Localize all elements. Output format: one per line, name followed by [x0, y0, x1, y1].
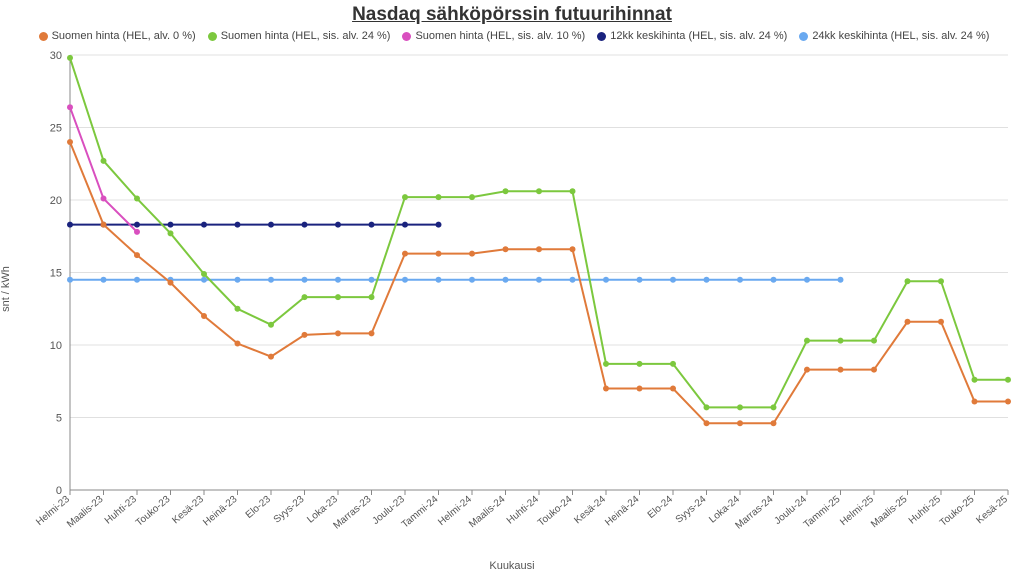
svg-text:20: 20	[50, 195, 62, 207]
svg-text:30: 30	[50, 50, 62, 62]
svg-text:Maalis-24: Maalis-24	[467, 494, 508, 531]
svg-text:Marras-23: Marras-23	[331, 494, 373, 532]
svg-text:Touko-25: Touko-25	[938, 494, 977, 529]
svg-text:Marras-24: Marras-24	[733, 494, 775, 532]
svg-text:Kesä-25: Kesä-25	[974, 494, 1010, 527]
svg-text:Elo-23: Elo-23	[244, 494, 274, 521]
svg-text:10: 10	[50, 340, 62, 352]
svg-text:0: 0	[56, 485, 62, 497]
svg-text:Touko-23: Touko-23	[134, 494, 173, 529]
svg-text:Kesä-23: Kesä-23	[170, 494, 206, 527]
svg-text:Heinä-24: Heinä-24	[603, 494, 641, 529]
svg-text:Syys-24: Syys-24	[674, 494, 709, 526]
svg-text:15: 15	[50, 268, 62, 280]
svg-text:25: 25	[50, 123, 62, 135]
svg-text:Maalis-25: Maalis-25	[869, 494, 910, 531]
chart-svg: 051015202530Helmi-23Maalis-23Huhti-23Tou…	[0, 0, 1024, 578]
svg-text:Kesä-24: Kesä-24	[572, 494, 608, 527]
svg-text:Touko-24: Touko-24	[536, 494, 575, 529]
svg-text:Tammi-24: Tammi-24	[400, 494, 441, 531]
svg-text:Heinä-23: Heinä-23	[201, 494, 239, 529]
svg-text:Syys-23: Syys-23	[272, 494, 307, 526]
svg-text:5: 5	[56, 413, 62, 425]
svg-text:Maalis-23: Maalis-23	[65, 494, 106, 531]
svg-text:Tammi-25: Tammi-25	[802, 494, 843, 531]
svg-text:Elo-24: Elo-24	[646, 494, 676, 521]
chart-container: Nasdaq sähköpörssin futuurihinnat Suomen…	[0, 0, 1024, 578]
